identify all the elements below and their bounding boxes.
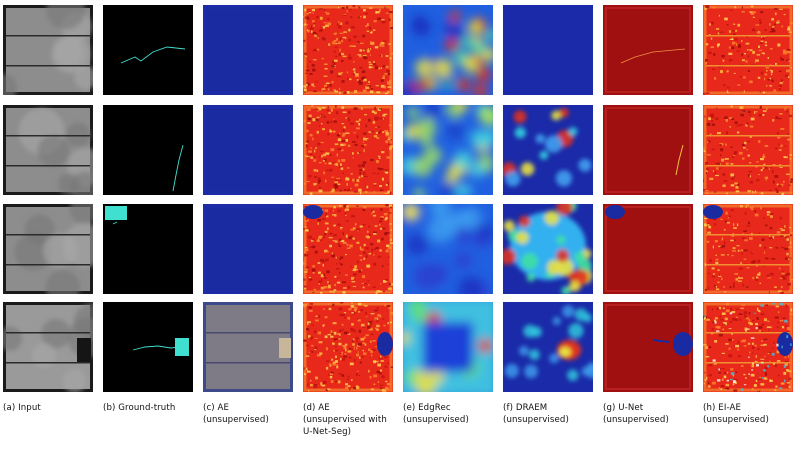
ae-unet-seg-image-row-3 [303, 204, 393, 294]
ae-unet-seg-image-row-1 [303, 5, 393, 95]
ground-truth-image-row-2 [103, 105, 193, 195]
ground-truth-image-row-3 [103, 204, 193, 294]
unet-image-row-2 [603, 105, 693, 195]
caption-line: (c) AE [203, 403, 230, 413]
ae-image-row-2 [203, 105, 293, 195]
draem-caption: (f) DRAEM (unsupervised) [503, 402, 601, 426]
ei-ae-image-row-3 [703, 204, 793, 294]
caption-line: (h) EI-AE [703, 403, 741, 413]
unet-image-row-1 [603, 5, 693, 95]
input-image-row-3 [3, 204, 93, 294]
input-caption: (a) Input [3, 402, 101, 414]
caption-line: (d) AE [303, 403, 330, 413]
draem-image-row-3 [503, 204, 593, 294]
draem-image-row-1 [503, 5, 593, 95]
ei-ae-image-row-4 [703, 302, 793, 392]
ae-unet-seg-caption: (d) AE (unsupervised with U-Net-Seg) [303, 402, 401, 438]
ground-truth-image-row-1 [103, 5, 193, 95]
draem-image-row-2 [503, 105, 593, 195]
ae-caption: (c) AE (unsupervised) [203, 402, 301, 426]
ground-truth-caption: (b) Ground-truth [103, 402, 201, 414]
input-image-row-1 [3, 5, 93, 95]
caption-line: (unsupervised with [303, 415, 387, 425]
unet-image-row-3 [603, 204, 693, 294]
ei-ae-image-row-2 [703, 105, 793, 195]
draem-image-row-4 [503, 302, 593, 392]
caption-line: (unsupervised) [403, 415, 469, 425]
input-image-row-4 [3, 302, 93, 392]
ae-image-row-3 [203, 204, 293, 294]
input-image-row-2 [3, 105, 93, 195]
caption-line: (unsupervised) [503, 415, 569, 425]
ei-ae-image-row-1 [703, 5, 793, 95]
ae-image-row-1 [203, 5, 293, 95]
ae-image-row-4 [203, 302, 293, 392]
caption-line: (e) EdgRec [403, 403, 451, 413]
ei-ae-caption: (h) EI-AE (unsupervised) [703, 402, 800, 426]
caption-line: (a) Input [3, 403, 41, 413]
caption-line: (g) U-Net [603, 403, 644, 413]
edgrec-caption: (e) EdgRec (unsupervised) [403, 402, 501, 426]
edgrec-image-row-1 [403, 5, 493, 95]
caption-line: (unsupervised) [603, 415, 669, 425]
ground-truth-image-row-4 [103, 302, 193, 392]
edgrec-image-row-3 [403, 204, 493, 294]
ae-unet-seg-image-row-2 [303, 105, 393, 195]
caption-line: U-Net-Seg) [303, 427, 352, 437]
edgrec-image-row-4 [403, 302, 493, 392]
ae-unet-seg-image-row-4 [303, 302, 393, 392]
unet-caption: (g) U-Net (unsupervised) [603, 402, 701, 426]
caption-line: (f) DRAEM [503, 403, 548, 413]
unet-image-row-4 [603, 302, 693, 392]
edgrec-image-row-2 [403, 105, 493, 195]
caption-line: (unsupervised) [703, 415, 769, 425]
caption-line: (b) Ground-truth [103, 403, 176, 413]
caption-line: (unsupervised) [203, 415, 269, 425]
